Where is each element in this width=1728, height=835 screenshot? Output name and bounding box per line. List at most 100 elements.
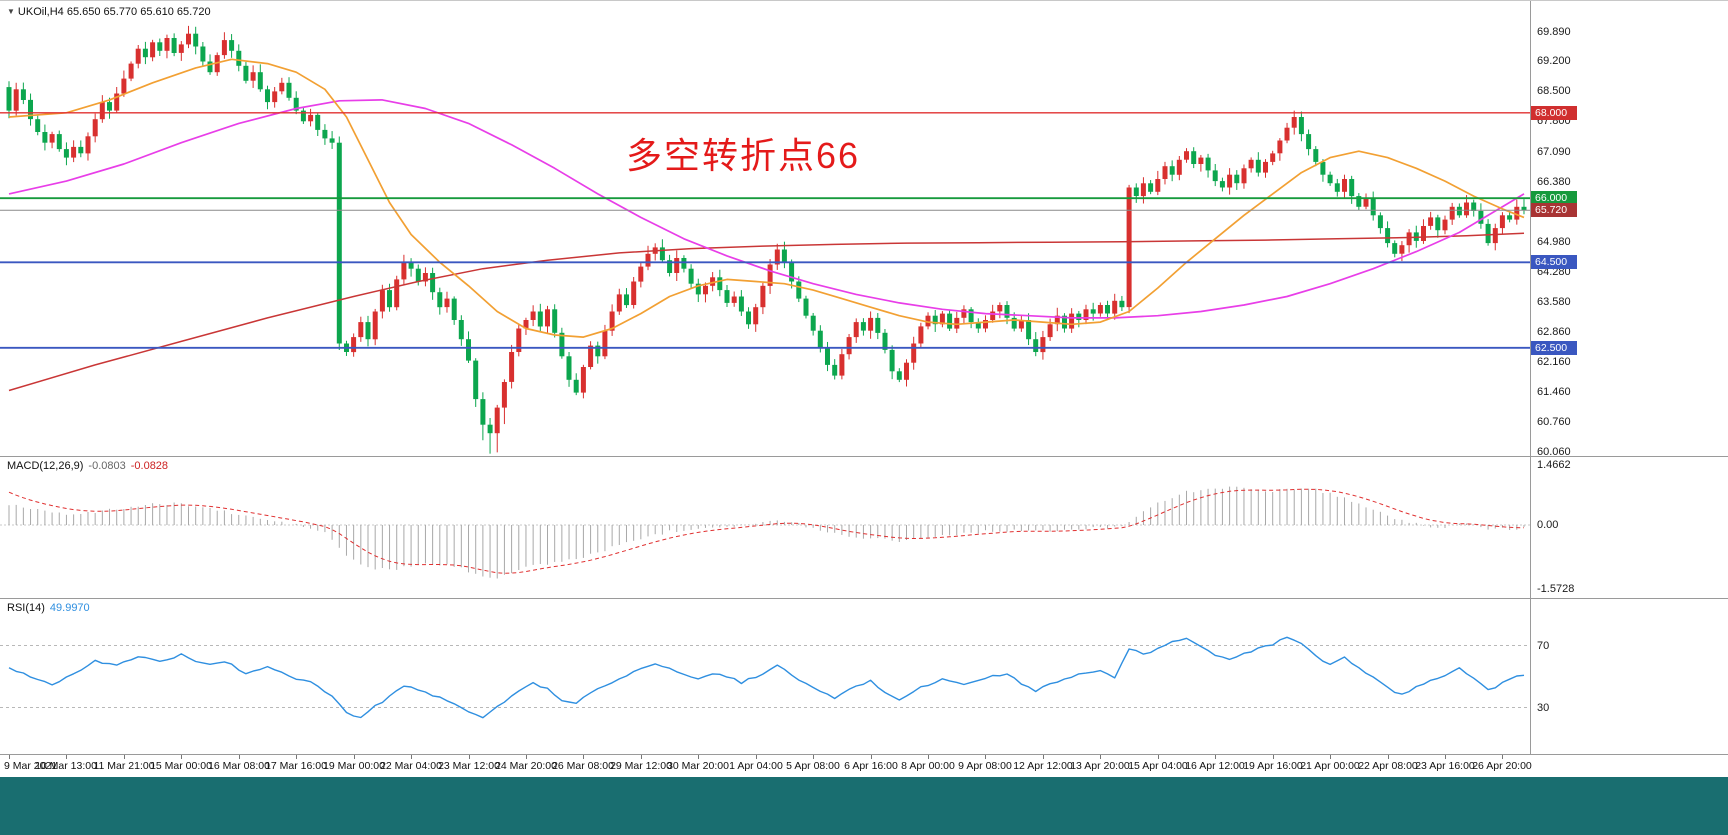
macd-indicator-panel[interactable] bbox=[0, 457, 1728, 598]
time-tick bbox=[411, 755, 412, 759]
candle bbox=[789, 262, 795, 282]
candle bbox=[458, 320, 464, 340]
candle bbox=[1363, 198, 1369, 207]
candle bbox=[322, 129, 328, 139]
candle bbox=[674, 258, 680, 273]
time-axis-label: 19 Apr 16:00 bbox=[1243, 760, 1303, 772]
candle bbox=[473, 360, 479, 400]
time-axis-label: 16 Mar 08:00 bbox=[208, 760, 270, 772]
candle bbox=[487, 424, 493, 434]
candle bbox=[1399, 245, 1405, 254]
time-axis[interactable]: 9 Mar 2021 10 Mar 13:00 11 Mar 21:00 15 Mar… bbox=[0, 754, 1728, 777]
candle bbox=[466, 339, 471, 361]
candle bbox=[71, 146, 77, 158]
candle bbox=[1227, 174, 1233, 188]
candle bbox=[746, 311, 751, 325]
candle bbox=[710, 277, 716, 286]
candle bbox=[265, 89, 270, 103]
candle bbox=[494, 407, 500, 434]
candle bbox=[638, 266, 644, 282]
candle bbox=[911, 343, 917, 363]
time-axis-label: 23 Mar 12:00 bbox=[438, 760, 500, 772]
candle bbox=[1004, 305, 1010, 318]
candle bbox=[1492, 228, 1498, 244]
candle bbox=[1176, 159, 1182, 175]
candle bbox=[717, 277, 723, 291]
candle bbox=[681, 258, 687, 269]
candle bbox=[1148, 183, 1154, 192]
candle bbox=[860, 322, 866, 331]
price-axis-divider bbox=[1530, 1, 1531, 776]
candle bbox=[1054, 315, 1060, 325]
candle bbox=[1040, 337, 1046, 353]
time-tick bbox=[354, 755, 355, 759]
candle bbox=[516, 328, 522, 352]
candle bbox=[329, 138, 335, 143]
candle bbox=[56, 134, 62, 150]
time-tick bbox=[1388, 755, 1389, 759]
candle bbox=[28, 99, 33, 120]
candle bbox=[624, 294, 629, 306]
candle bbox=[947, 313, 953, 329]
candle bbox=[1421, 226, 1426, 241]
candle bbox=[480, 399, 486, 425]
time-tick bbox=[928, 755, 929, 759]
candle bbox=[451, 298, 457, 320]
time-tick bbox=[1273, 755, 1274, 759]
candle bbox=[1356, 196, 1362, 207]
candle bbox=[214, 55, 220, 73]
time-tick bbox=[985, 755, 986, 759]
candle bbox=[1184, 151, 1189, 160]
candle bbox=[1033, 339, 1039, 352]
time-tick bbox=[526, 755, 527, 759]
candle bbox=[78, 146, 84, 154]
candle bbox=[365, 322, 371, 340]
candle bbox=[315, 114, 321, 130]
candle bbox=[889, 349, 895, 372]
candle bbox=[358, 322, 364, 338]
price-axis-label: 64.980 bbox=[1537, 236, 1571, 248]
macd-name: MACD(12,26,9) bbox=[7, 460, 84, 472]
time-axis-label: 21 Apr 00:00 bbox=[1300, 760, 1360, 772]
candle bbox=[1370, 198, 1376, 216]
candle bbox=[1255, 159, 1261, 173]
collapse-icon[interactable]: ▼ bbox=[7, 7, 15, 16]
candle bbox=[437, 292, 443, 308]
time-tick bbox=[813, 755, 814, 759]
price-axis-label: 67.090 bbox=[1537, 146, 1571, 158]
candle bbox=[588, 345, 594, 367]
candle bbox=[193, 33, 199, 47]
price-level-tag: 65.720 bbox=[1531, 203, 1577, 217]
candle bbox=[1284, 127, 1290, 141]
candle bbox=[609, 311, 615, 331]
time-tick bbox=[1215, 755, 1216, 759]
candle bbox=[825, 347, 830, 365]
candle bbox=[1026, 320, 1032, 340]
candle bbox=[580, 367, 586, 393]
time-axis-label: 22 Apr 08:00 bbox=[1358, 760, 1418, 772]
time-axis-label: 10 Mar 13:00 bbox=[35, 760, 97, 772]
candle bbox=[1234, 174, 1240, 184]
candle bbox=[1385, 228, 1391, 244]
time-tick bbox=[1043, 755, 1044, 759]
candle bbox=[1133, 187, 1139, 196]
rsi-indicator-panel[interactable] bbox=[0, 599, 1728, 754]
rsi-level-label: 30 bbox=[1537, 702, 1550, 714]
candle bbox=[767, 264, 773, 286]
candle bbox=[968, 309, 974, 323]
candle bbox=[1219, 181, 1225, 188]
candle bbox=[186, 33, 191, 45]
candle bbox=[178, 44, 184, 53]
candle bbox=[121, 78, 127, 94]
symbol-ohlc-label: UKOil,H4 65.650 65.770 65.610 65.720 bbox=[17, 6, 211, 18]
candle bbox=[1298, 117, 1304, 135]
candle bbox=[975, 322, 981, 329]
candle bbox=[300, 110, 306, 122]
candle bbox=[954, 317, 960, 329]
candle bbox=[537, 311, 543, 327]
candle bbox=[20, 89, 26, 100]
candle bbox=[6, 87, 12, 111]
main-price-chart[interactable] bbox=[0, 1, 1728, 456]
candle bbox=[939, 313, 945, 325]
candle bbox=[1377, 215, 1383, 229]
